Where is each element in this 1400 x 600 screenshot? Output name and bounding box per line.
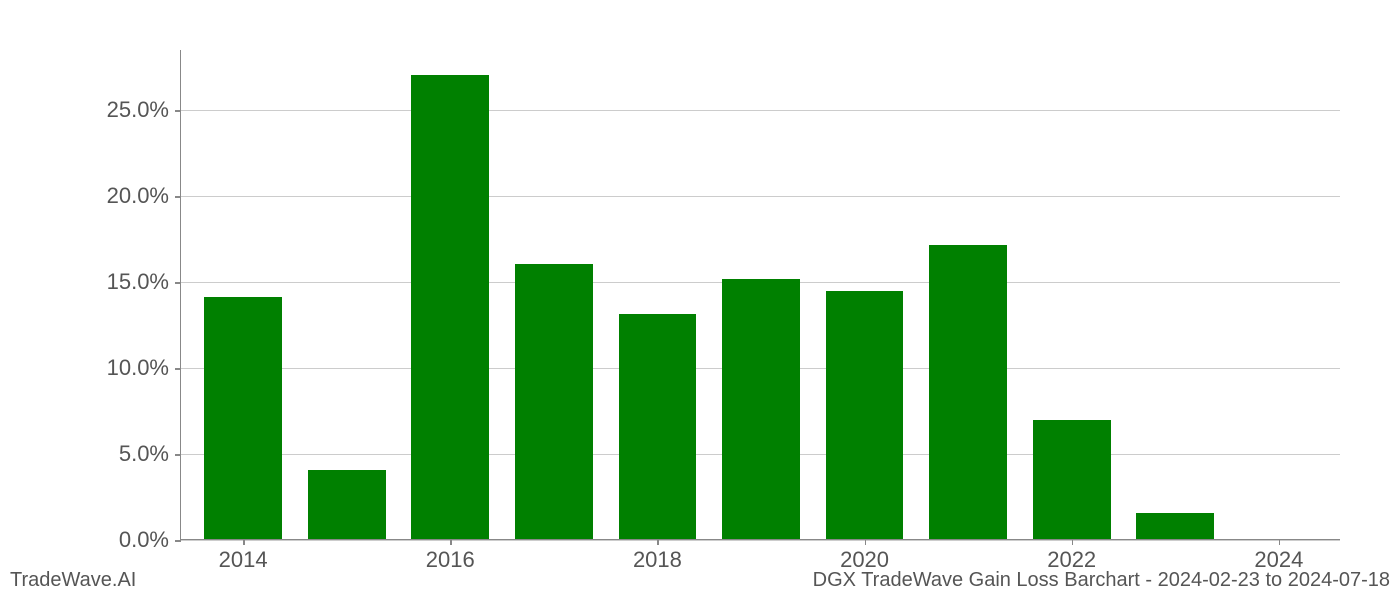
y-tick-mark — [175, 368, 181, 370]
gridline — [181, 196, 1340, 197]
x-tick-mark — [1072, 539, 1074, 545]
bar — [204, 297, 282, 539]
plot-area: 0.0%5.0%10.0%15.0%20.0%25.0%201420162018… — [180, 50, 1340, 540]
y-tick-label: 15.0% — [107, 269, 169, 295]
footer-description: DGX TradeWave Gain Loss Barchart - 2024-… — [813, 569, 1390, 592]
x-tick-mark — [865, 539, 867, 545]
y-tick-mark — [175, 540, 181, 542]
y-tick-mark — [175, 196, 181, 198]
bar — [308, 470, 386, 539]
x-tick-label: 2016 — [426, 547, 475, 573]
x-tick-mark — [450, 539, 452, 545]
y-tick-label: 5.0% — [119, 441, 169, 467]
bar — [515, 264, 593, 539]
bar — [1136, 513, 1214, 539]
bar — [826, 291, 904, 539]
bar — [411, 75, 489, 539]
bar-chart: 0.0%5.0%10.0%15.0%20.0%25.0%201420162018… — [180, 50, 1340, 540]
footer-branding: TradeWave.AI — [10, 569, 136, 592]
y-tick-mark — [175, 454, 181, 456]
gridline — [181, 110, 1340, 111]
x-tick-mark — [243, 539, 245, 545]
x-tick-label: 2018 — [633, 547, 682, 573]
bar — [722, 279, 800, 539]
x-tick-mark — [1279, 539, 1281, 545]
x-tick-mark — [657, 539, 659, 545]
bar — [619, 314, 697, 539]
y-tick-label: 10.0% — [107, 355, 169, 381]
gridline — [181, 540, 1340, 541]
x-tick-label: 2014 — [219, 547, 268, 573]
y-tick-label: 20.0% — [107, 183, 169, 209]
bar — [1033, 420, 1111, 539]
y-tick-label: 25.0% — [107, 97, 169, 123]
y-tick-mark — [175, 282, 181, 284]
y-tick-label: 0.0% — [119, 527, 169, 553]
bar — [929, 245, 1007, 539]
y-tick-mark — [175, 110, 181, 112]
